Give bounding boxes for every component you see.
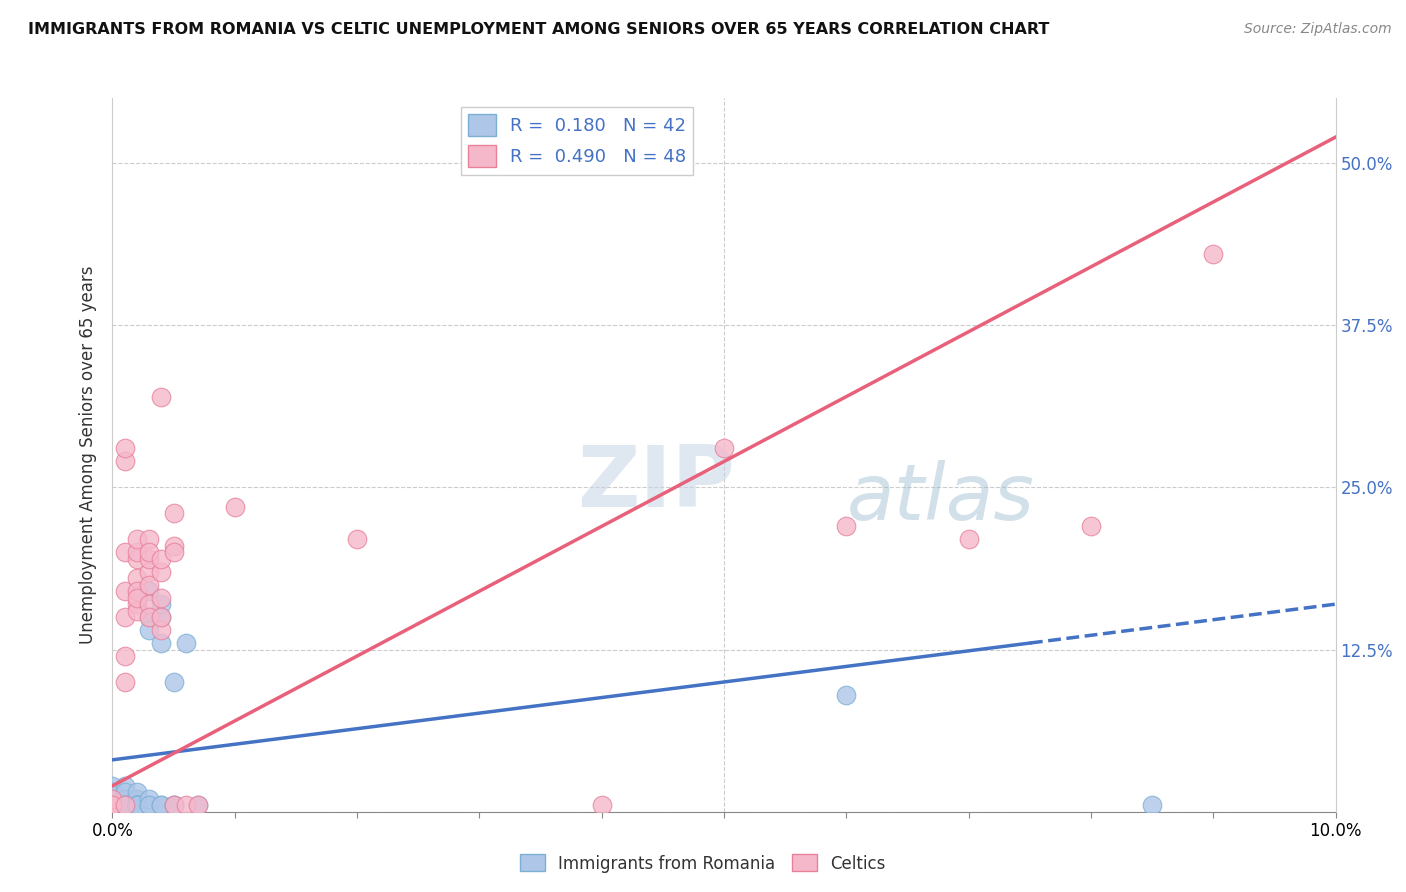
Point — [114, 675, 136, 690]
Point — [150, 551, 173, 566]
Point — [150, 798, 173, 813]
Point — [125, 604, 148, 618]
Point — [138, 610, 160, 624]
Point — [835, 688, 858, 702]
Point — [1202, 247, 1225, 261]
Point — [138, 610, 160, 624]
Point — [224, 500, 246, 514]
Point — [138, 798, 160, 813]
Text: atlas: atlas — [846, 459, 1035, 536]
Point — [835, 519, 858, 533]
Point — [163, 545, 186, 559]
Point — [346, 533, 368, 547]
Text: Source: ZipAtlas.com: Source: ZipAtlas.com — [1244, 22, 1392, 37]
Point — [114, 798, 136, 813]
Point — [163, 539, 186, 553]
Point — [187, 798, 209, 813]
Point — [138, 597, 160, 611]
Point — [138, 533, 160, 547]
Point — [101, 798, 124, 813]
Point — [114, 545, 136, 559]
Point — [174, 798, 197, 813]
Point — [125, 791, 148, 805]
Point — [150, 610, 173, 624]
Legend: Immigrants from Romania, Celtics: Immigrants from Romania, Celtics — [513, 847, 893, 880]
Point — [163, 798, 186, 813]
Point — [125, 798, 148, 813]
Point — [125, 798, 148, 813]
Point — [101, 785, 124, 799]
Point — [125, 584, 148, 599]
Point — [138, 791, 160, 805]
Point — [163, 506, 186, 520]
Point — [125, 545, 148, 559]
Point — [150, 798, 173, 813]
Point — [125, 591, 148, 605]
Point — [114, 798, 136, 813]
Point — [957, 533, 980, 547]
Point — [138, 577, 160, 591]
Point — [150, 565, 173, 579]
Point — [114, 442, 136, 456]
Point — [114, 798, 136, 813]
Point — [163, 675, 186, 690]
Point — [125, 798, 148, 813]
Point — [187, 798, 209, 813]
Point — [125, 798, 148, 813]
Point — [101, 798, 124, 813]
Point — [174, 636, 197, 650]
Point — [101, 798, 124, 813]
Point — [138, 545, 160, 559]
Point — [114, 454, 136, 468]
Point — [713, 442, 735, 456]
Point — [138, 623, 160, 637]
Point — [1142, 798, 1164, 813]
Point — [125, 791, 148, 805]
Point — [101, 779, 124, 793]
Point — [114, 798, 136, 813]
Text: ZIP: ZIP — [578, 442, 735, 525]
Point — [163, 798, 186, 813]
Point — [150, 591, 173, 605]
Point — [163, 798, 186, 813]
Point — [114, 648, 136, 663]
Point — [125, 785, 148, 799]
Point — [125, 798, 148, 813]
Point — [150, 623, 173, 637]
Point — [125, 551, 148, 566]
Point — [150, 610, 173, 624]
Point — [1080, 519, 1102, 533]
Point — [114, 791, 136, 805]
Point — [138, 565, 160, 579]
Legend: R =  0.180   N = 42, R =  0.490   N = 48: R = 0.180 N = 42, R = 0.490 N = 48 — [461, 107, 693, 175]
Point — [150, 636, 173, 650]
Point — [101, 798, 124, 813]
Point — [138, 584, 160, 599]
Point — [138, 798, 160, 813]
Point — [114, 785, 136, 799]
Point — [101, 791, 124, 805]
Point — [591, 798, 613, 813]
Point — [125, 798, 148, 813]
Point — [125, 597, 148, 611]
Point — [114, 791, 136, 805]
Point — [114, 798, 136, 813]
Point — [125, 533, 148, 547]
Point — [150, 390, 173, 404]
Point — [150, 597, 173, 611]
Point — [114, 610, 136, 624]
Point — [114, 798, 136, 813]
Point — [125, 571, 148, 585]
Point — [114, 584, 136, 599]
Y-axis label: Unemployment Among Seniors over 65 years: Unemployment Among Seniors over 65 years — [79, 266, 97, 644]
Point — [125, 798, 148, 813]
Point — [114, 779, 136, 793]
Point — [114, 798, 136, 813]
Text: IMMIGRANTS FROM ROMANIA VS CELTIC UNEMPLOYMENT AMONG SENIORS OVER 65 YEARS CORRE: IMMIGRANTS FROM ROMANIA VS CELTIC UNEMPL… — [28, 22, 1049, 37]
Point — [138, 551, 160, 566]
Point — [101, 791, 124, 805]
Point — [101, 798, 124, 813]
